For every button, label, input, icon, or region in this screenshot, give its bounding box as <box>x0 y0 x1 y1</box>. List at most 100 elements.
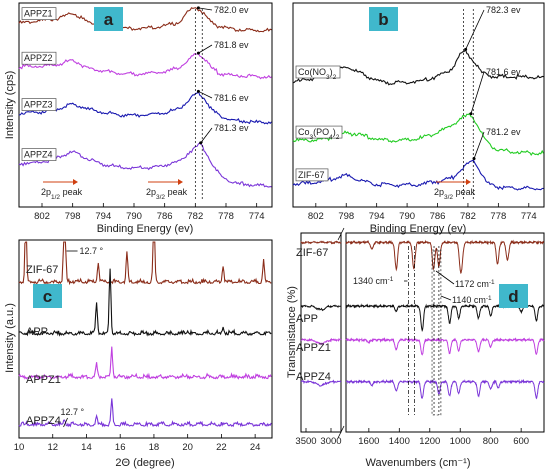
peak-annotation-1: 781.8 ev <box>214 40 249 50</box>
panel-d-ylabel: Transmistance (%) <box>286 286 298 378</box>
panel-b-xlabel: Binding Energy (ev) <box>370 223 467 235</box>
xrd-x-tick-label-0: 10 <box>14 442 25 453</box>
x-tick-label-1: 798 <box>338 211 354 222</box>
series-label-2: APPZ3 <box>24 100 53 110</box>
ftir-series-left-2 <box>300 337 342 346</box>
xrd-series-3 <box>18 398 272 428</box>
panel-b-badge <box>369 7 398 31</box>
xrd-x-tick-label-7: 24 <box>250 442 261 453</box>
ftir-x-tick-label-7: 600 <box>513 436 529 447</box>
x-tick-label-0: 802 <box>308 211 324 222</box>
panel-d-xlabel: Wavenumbers (cm⁻¹) <box>365 457 470 469</box>
panel-c-ylabel: Intensity (a.u.) <box>4 303 16 373</box>
panel-a-xlabel: Binding Energy (ev) <box>97 223 194 235</box>
x-tick-label-6: 778 <box>490 211 506 222</box>
ftir-series-left-1 <box>300 304 341 312</box>
xrd-x-tick-label-6: 22 <box>216 442 227 453</box>
peak-arrowhead-0 <box>466 179 471 185</box>
panel-c-frame <box>18 239 273 439</box>
ftir-series-right-1 <box>345 303 545 332</box>
ftir-series-label-3: APPZ4 <box>296 371 331 383</box>
annotation-leader-2 <box>198 90 213 99</box>
x-tick-label-5: 782 <box>187 211 203 222</box>
series-label-2: ZIF-67 <box>298 170 325 180</box>
panel-b: Co(NO3)2 782.3 ev Co3(PO4)2 781.6 ev ZIF-67 7… <box>292 2 545 235</box>
panel-b-label: b <box>378 10 388 29</box>
xrd-series-label-0: ZIF-67 <box>26 264 58 276</box>
ftir-x-tick-label-2: 1600 <box>358 436 379 447</box>
ftir-series-label-2: APPZ1 <box>296 342 331 354</box>
annotation-leader-3 <box>200 127 213 144</box>
series-pA-3 <box>18 142 272 188</box>
x-tick-label-1: 798 <box>65 211 81 222</box>
ftir-series-left-3 <box>300 379 342 387</box>
ftir-x-tick-label-3: 1400 <box>389 436 410 447</box>
ftir-series-right-2 <box>345 337 545 356</box>
ftir-annotation-2: 1140 cm-1 <box>452 295 492 306</box>
x-tick-label-2: 794 <box>369 211 385 222</box>
peak-annotation-0: 782.3 ev <box>486 5 521 15</box>
ftir-series-label-0: ZIF-67 <box>296 247 328 259</box>
xrd-x-tick-label-2: 14 <box>81 442 92 453</box>
xrd-annotation-0: 12.7 ° <box>80 246 104 256</box>
ftir-annotation-1: 1172 cm-1 <box>455 279 495 290</box>
axis-break-top <box>337 227 345 241</box>
series-label-box-0 <box>295 65 341 79</box>
ftir-series-right-0 <box>345 239 545 274</box>
panel-a-frame <box>18 2 273 208</box>
panel-d-label: d <box>508 287 518 306</box>
peak-label-1: 2p3/2 peak <box>146 187 188 201</box>
x-tick-label-5: 782 <box>460 211 476 222</box>
ftir-x-tick-label-4: 1200 <box>419 436 440 447</box>
series-label-box-3 <box>21 148 57 161</box>
annotation-leader-2 <box>473 131 485 159</box>
ftir-annotation-leader-1 <box>435 270 455 285</box>
series-label-1: APPZ2 <box>24 53 53 63</box>
xrd-series-label-2: APPZ1 <box>26 374 61 386</box>
ftir-series-right-3 <box>345 378 545 400</box>
series-label-0: APPZ1 <box>24 9 53 19</box>
peak-label-0: 2p1/2 peak <box>41 187 83 201</box>
x-tick-label-4: 786 <box>157 211 173 222</box>
x-tick-label-3: 790 <box>126 211 142 222</box>
peak-label-0: 2p3/2 peak <box>434 187 476 201</box>
series-pB-2 <box>292 159 544 191</box>
peak-annotation-1: 781.6 ev <box>486 67 521 77</box>
axis-break-bottom <box>337 425 345 439</box>
annotation-leader-0 <box>198 7 213 11</box>
series-label-box-1 <box>21 51 57 65</box>
xrd-series-label-3: APPZ4 <box>26 415 61 427</box>
panel-a: APPZ1 782.0 ev APPZ2 781.8 ev APPZ3 781.6 ev A… <box>4 2 273 235</box>
panel-d-badge <box>499 284 528 308</box>
series-label-3: APPZ4 <box>24 150 53 160</box>
x-tick-label-2: 794 <box>95 211 111 222</box>
xrd-annotation-leader-1 <box>63 417 68 428</box>
panel-b-frame <box>292 2 545 208</box>
peak-annotation-3: 781.3 ev <box>214 123 249 133</box>
xrd-x-tick-label-5: 20 <box>182 442 193 453</box>
peak-marker-0 <box>196 6 200 10</box>
peak-annotation-2: 781.6 ev <box>214 93 249 103</box>
series-label-1: Co3(PO4)2 <box>298 127 340 141</box>
x-tick-label-0: 802 <box>34 211 50 222</box>
series-pA-2 <box>18 90 272 125</box>
x-tick-label-7: 774 <box>521 211 537 222</box>
panel-d-frame-left <box>300 232 342 433</box>
annotation-leader-0 <box>465 9 485 50</box>
xrd-x-tick-label-3: 16 <box>115 442 126 453</box>
series-pA-0 <box>18 7 272 33</box>
panel-c-label: c <box>43 287 52 306</box>
xrd-series-label-1: APP <box>26 326 48 338</box>
ftir-x-tick-label-5: 1000 <box>450 436 471 447</box>
ftir-x-tick-label-0: 3500 <box>295 436 316 447</box>
ftir-series-left-0 <box>300 240 342 245</box>
peak-arrowhead-0 <box>73 179 78 185</box>
ftir-x-tick-label-1: 3000 <box>320 436 341 447</box>
x-tick-label-6: 778 <box>218 211 234 222</box>
xrd-x-tick-label-4: 18 <box>149 442 160 453</box>
peak-annotation-0: 782.0 ev <box>214 5 249 15</box>
ftir-annotation-0: 1340 cm-1 <box>353 276 394 287</box>
ftir-highlight-box <box>431 249 442 416</box>
xrd-series-1 <box>18 268 272 337</box>
